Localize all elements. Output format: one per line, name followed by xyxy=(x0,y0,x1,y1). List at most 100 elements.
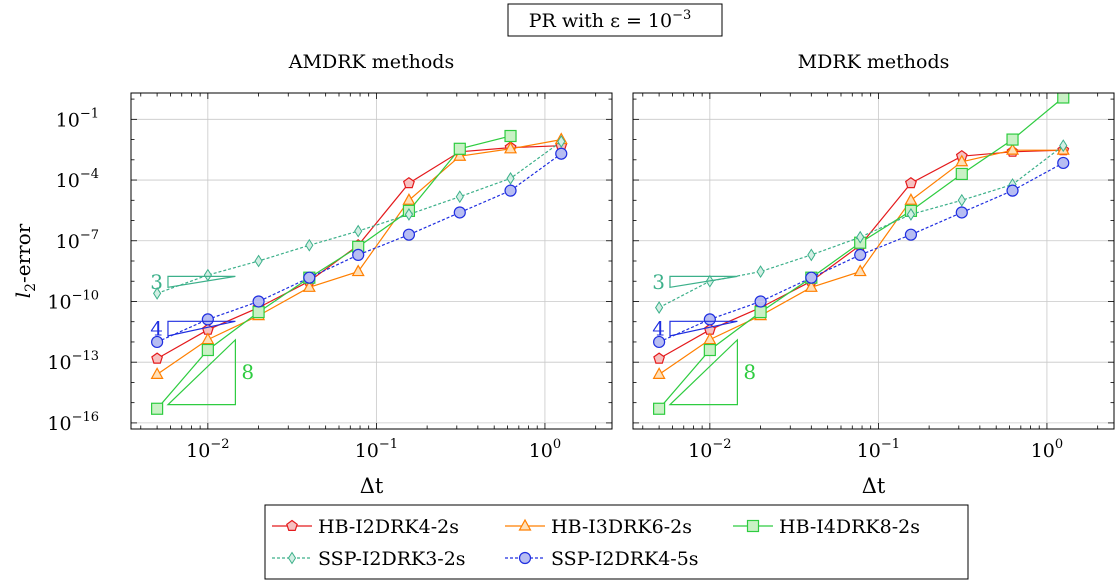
data-point-ssp-i2drk3-2s xyxy=(807,248,816,262)
grid xyxy=(131,93,612,429)
data-point-ssp-i2drk3-2s xyxy=(756,265,765,279)
y-axis-label: l2-error xyxy=(11,223,39,298)
legend-marker xyxy=(286,519,298,532)
data-point-ssp-i2drk4-5s xyxy=(805,271,818,284)
figure-title-exponent: −3 xyxy=(672,8,691,23)
legend-item: HB-I3DRK6-2s xyxy=(505,516,692,538)
data-point-ssp-i2drk3-2s xyxy=(557,135,566,148)
data-point-ssp-i2drk3-2s xyxy=(856,230,865,244)
x-tick-label: 10−1 xyxy=(355,437,398,462)
data-point-ssp-i2drk3-2s xyxy=(455,190,464,204)
data-point-ssp-i2drk4-5s xyxy=(703,313,716,326)
data-point-hb-i4drk8-2s xyxy=(1057,93,1070,104)
data-point-hb-i3drk6-2s xyxy=(1006,142,1020,155)
series-line-ssp-i2drk4-5s xyxy=(658,162,1064,343)
data-point-hb-i2drk4-2s xyxy=(653,352,666,364)
chart-panel-2: MDRK methods 3 4 8 10−2 10−1 100 Δt xyxy=(632,51,1115,498)
y-tick-label: 10−13 xyxy=(47,349,99,374)
data-point-ssp-i2drk3-2s xyxy=(1059,139,1068,153)
data-point-hb-i4drk8-2s xyxy=(653,402,666,415)
slope-triangle-3 xyxy=(669,275,738,289)
data-point-ssp-i2drk4-5s xyxy=(555,147,568,160)
legend-label: HB-I4DRK8-2s xyxy=(779,516,920,538)
data-point-ssp-i2drk4-5s xyxy=(504,184,517,197)
slope-triangle-3 xyxy=(167,275,236,289)
slope-label-8: 8 xyxy=(241,360,254,384)
legend-item: SSP-I2DRK3-2s xyxy=(272,548,466,570)
data-point-hb-i2drk4-2s xyxy=(904,176,917,189)
y-tick-label: 10−10 xyxy=(47,288,99,313)
slope-triangles: 3 4 8 xyxy=(150,270,254,406)
data-point-ssp-i2drk3-2s xyxy=(404,207,414,221)
slope-label-4: 4 xyxy=(150,317,163,341)
series-group xyxy=(150,129,568,415)
data-point-ssp-i2drk4-5s xyxy=(303,271,316,284)
data-point-ssp-i2drk3-2s xyxy=(203,268,212,282)
y-tick-label: 10−1 xyxy=(56,106,99,131)
data-point-hb-i3drk6-2s xyxy=(652,367,666,379)
legend-label: HB-I3DRK6-2s xyxy=(551,516,692,538)
data-point-hb-i4drk8-2s xyxy=(252,305,265,319)
x-tick-label: 10−2 xyxy=(688,437,731,462)
data-point-ssp-i2drk4-5s xyxy=(653,335,666,349)
legend-label: SSP-I2DRK4-5s xyxy=(551,548,699,570)
x-tick-label: 10−1 xyxy=(857,437,900,462)
legend-label: SSP-I2DRK3-2s xyxy=(318,548,466,570)
legend-item: HB-I2DRK4-2s xyxy=(272,516,459,538)
data-point-ssp-i2drk4-5s xyxy=(754,295,767,308)
data-point-ssp-i2drk4-5s xyxy=(151,335,164,349)
data-point-hb-i3drk6-2s xyxy=(804,280,818,292)
x-tick-label: 100 xyxy=(1031,437,1063,462)
y-tick-label: 10−7 xyxy=(56,228,99,253)
data-point-hb-i4drk8-2s xyxy=(453,142,466,155)
data-point-ssp-i2drk4-5s xyxy=(252,295,265,308)
data-point-hb-i2drk4-2s xyxy=(402,176,415,189)
figure-title-main: PR with ε = 10 xyxy=(529,10,672,32)
panel-title: MDRK methods xyxy=(798,51,950,73)
data-point-hb-i4drk8-2s xyxy=(201,343,214,357)
chart-panel-1: AMDRK methods 3 4 8 10−2 10−1 100 10−16 10−13 10−… xyxy=(11,51,613,498)
slope-triangles: 3 4 8 xyxy=(652,270,756,406)
plot-frame xyxy=(632,92,1115,430)
minor-ticks xyxy=(131,93,612,429)
data-point-hb-i3drk6-2s xyxy=(302,280,316,292)
plot-frame xyxy=(130,92,613,430)
series-line-ssp-i2drk3-2s xyxy=(658,145,1064,309)
data-point-ssp-i2drk4-5s xyxy=(955,206,968,219)
data-point-hb-i4drk8-2s xyxy=(151,402,164,415)
slope-triangle-4 xyxy=(167,320,236,337)
data-point-ssp-i2drk3-2s xyxy=(957,193,966,207)
data-point-ssp-i2drk3-2s xyxy=(906,207,916,221)
x-axis-label: Δt xyxy=(360,474,384,498)
minor-ticks xyxy=(633,93,1114,429)
panel-title: AMDRK methods xyxy=(288,51,454,73)
data-point-ssp-i2drk4-5s xyxy=(1006,184,1019,197)
data-point-ssp-i2drk4-5s xyxy=(402,228,416,241)
data-point-ssp-i2drk4-5s xyxy=(352,248,365,262)
slope-label-8: 8 xyxy=(743,360,756,384)
legend-marker xyxy=(518,518,532,531)
data-point-hb-i3drk6-2s xyxy=(150,367,164,379)
data-point-hb-i3drk6-2s xyxy=(453,148,467,161)
data-point-hb-i4drk8-2s xyxy=(754,305,767,319)
series-line-hb-i3drk6-2s xyxy=(658,149,1064,375)
slope-label-3: 3 xyxy=(150,270,163,294)
data-point-hb-i2drk4-2s xyxy=(151,352,164,364)
series-line-ssp-i2drk4-5s xyxy=(156,153,562,343)
legend-item: SSP-I2DRK4-5s xyxy=(505,548,699,570)
data-point-ssp-i2drk3-2s xyxy=(506,172,515,185)
slope-label-4: 4 xyxy=(652,317,665,341)
series-group xyxy=(652,93,1070,415)
data-point-hb-i3drk6-2s xyxy=(853,264,867,277)
data-point-ssp-i2drk3-2s xyxy=(305,238,314,252)
series-line-hb-i4drk8-2s xyxy=(156,135,511,410)
x-tick-label: 10−2 xyxy=(186,437,229,462)
data-point-hb-i4drk8-2s xyxy=(504,129,517,143)
data-point-hb-i3drk6-2s xyxy=(904,193,918,205)
y-tick-label: 10−4 xyxy=(56,167,99,192)
data-point-hb-i3drk6-2s xyxy=(351,264,365,277)
data-point-ssp-i2drk4-5s xyxy=(453,206,466,219)
legend: HB-I2DRK4-2s HB-I3DRK6-2s HB-I4DRK8-2s SSP-… xyxy=(264,504,969,580)
data-point-hb-i3drk6-2s xyxy=(201,332,215,345)
